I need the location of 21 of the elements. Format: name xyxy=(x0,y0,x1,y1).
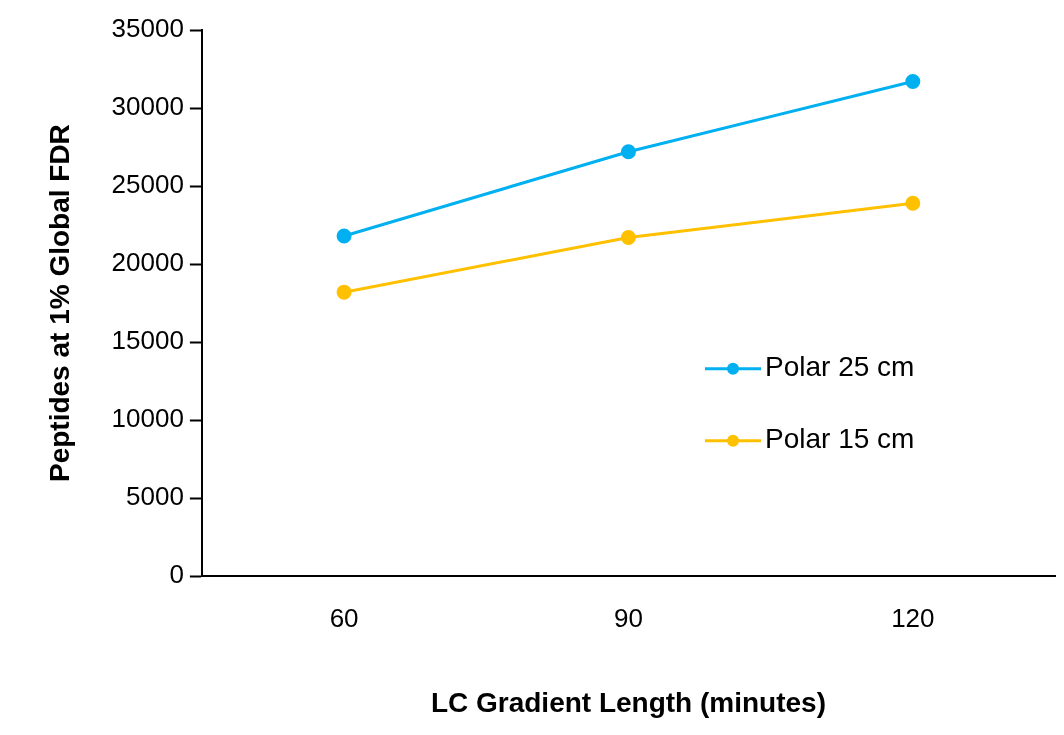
point xyxy=(620,230,636,246)
y-tick-label: 35000 xyxy=(111,13,184,44)
x-tick-label: 120 xyxy=(891,602,935,633)
point xyxy=(620,144,636,160)
point xyxy=(905,74,921,89)
y-tick-label: 25000 xyxy=(111,169,184,200)
y-tick-label: 0 xyxy=(169,559,184,590)
y-tick-label: 5000 xyxy=(126,481,184,512)
x-tick-label: 90 xyxy=(613,602,643,633)
point xyxy=(336,228,352,244)
x-tick-label: 60 xyxy=(329,602,359,633)
y-axis-title: Peptides at 1% Global FDR xyxy=(43,124,75,483)
y-tick-label: 30000 xyxy=(111,91,184,122)
y-tick-label: 10000 xyxy=(111,403,184,434)
y-tick-label: 15000 xyxy=(111,325,184,356)
x-axis-title: LC Gradient Length (minutes) xyxy=(430,686,826,718)
legend-label: Polar 25 cm xyxy=(765,351,915,383)
y-tick-label: 20000 xyxy=(111,247,184,278)
legend-label: Polar 15 cm xyxy=(765,423,915,455)
point xyxy=(336,284,352,300)
point xyxy=(905,195,921,211)
